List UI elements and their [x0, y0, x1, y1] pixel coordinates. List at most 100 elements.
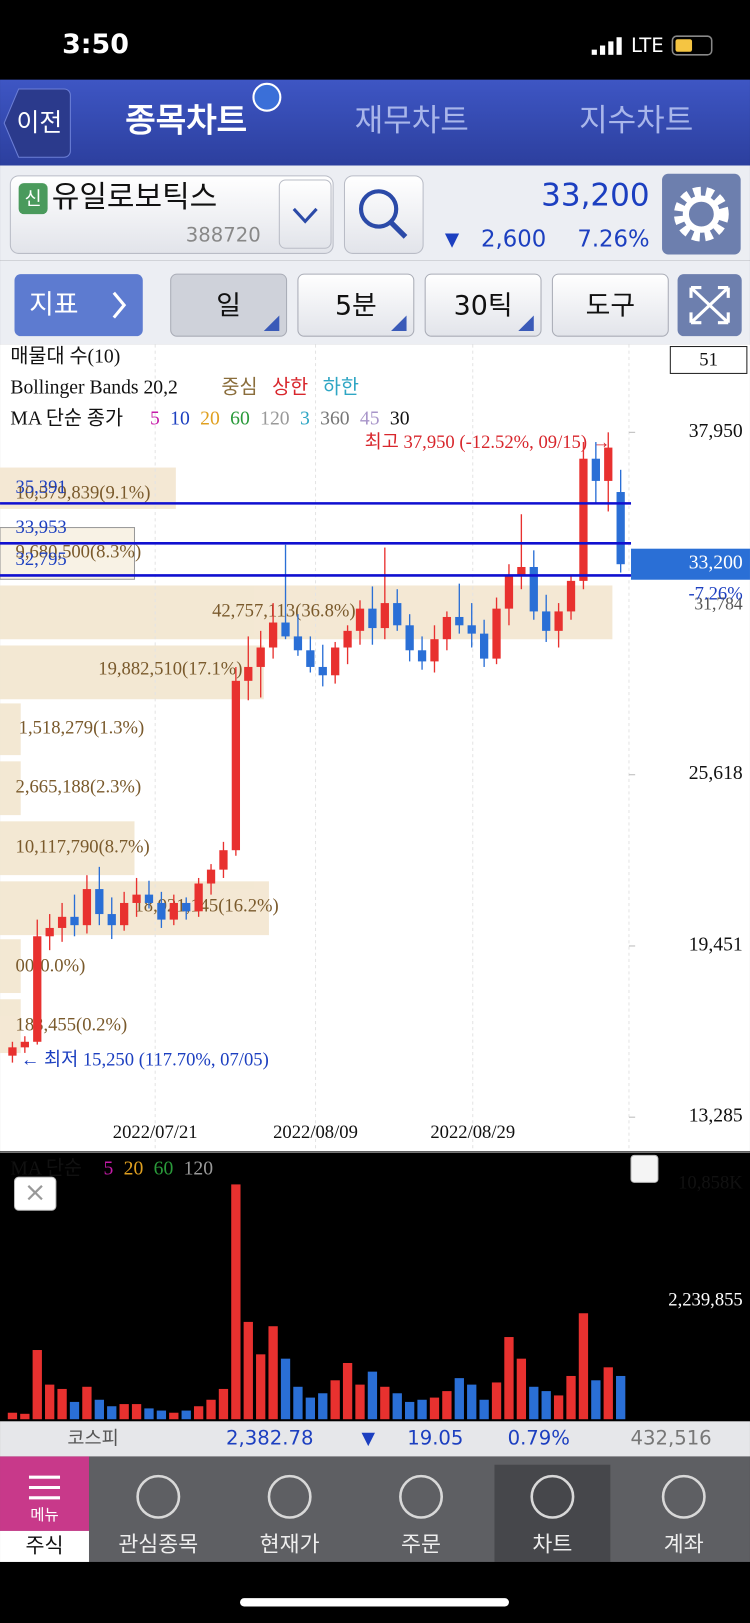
- legend-bb-item: 중심: [221, 375, 257, 398]
- profile-label: 1,518,279(1.3%): [19, 718, 145, 739]
- volume-bar: [355, 1384, 365, 1420]
- tab[interactable]: 지수차트: [579, 103, 693, 139]
- period-label[interactable]: 30틱: [454, 291, 513, 322]
- volume-bar: [392, 1393, 402, 1420]
- badge: [18, 183, 48, 215]
- volume-bar: [603, 1367, 613, 1420]
- y-tick-label: 25,618: [689, 762, 743, 784]
- candle-body: [467, 625, 476, 634]
- volume-bar: [181, 1410, 191, 1420]
- home-indicator: [240, 1598, 509, 1607]
- fullscreen-icon: [689, 286, 730, 325]
- candle-body: [616, 492, 625, 565]
- tab-active[interactable]: 종목차트: [125, 101, 247, 140]
- ticker-bar: [0, 1421, 750, 1457]
- period-label[interactable]: 5분: [335, 291, 377, 322]
- volume-bar: [578, 1313, 589, 1420]
- candle-body: [194, 883, 203, 912]
- settings[interactable]: [662, 173, 741, 255]
- volume-bar: [591, 1380, 601, 1420]
- tab-label[interactable]: 현재가: [260, 1532, 320, 1557]
- tab-label[interactable]: 주식: [25, 1533, 63, 1557]
- volume-bar: [156, 1410, 167, 1420]
- y-tick-label: 13,285: [689, 1105, 743, 1127]
- candle-body: [318, 666, 327, 676]
- volume-bar: [206, 1399, 216, 1420]
- ticker-rate: 0.79%: [508, 1426, 570, 1449]
- y-tick-label: 37,950: [689, 420, 743, 442]
- legend-bb-item: 하한: [323, 375, 359, 398]
- level-label: 33,953: [16, 517, 67, 538]
- volume-bar: [144, 1408, 154, 1420]
- candle-body: [529, 566, 538, 612]
- current-volume: 2,239,855: [668, 1290, 742, 1311]
- network: LTE: [631, 34, 664, 57]
- profile-label: 183,455(0.2%): [16, 1014, 128, 1035]
- stock-tab[interactable]: [0, 1530, 89, 1562]
- profile-label: 19,882,510(17.1%): [98, 659, 242, 680]
- tab-label[interactable]: 주문: [401, 1532, 441, 1557]
- indicator-label[interactable]: 지표: [29, 290, 78, 321]
- tab-icon: [530, 1474, 575, 1519]
- profile-label: 10,117,790(8.7%): [16, 836, 150, 857]
- volume-bar: [616, 1375, 626, 1420]
- volume-legend-item: 60: [154, 1157, 174, 1179]
- volume-legend-item: 120: [184, 1157, 214, 1179]
- volume-bar: [442, 1391, 452, 1420]
- back-label[interactable]: 이전: [17, 108, 63, 137]
- tab[interactable]: 재무차트: [355, 103, 469, 139]
- gear-icon: [673, 186, 729, 242]
- tab-icon: [267, 1474, 312, 1519]
- volume-bar: [293, 1386, 303, 1420]
- x-tick-label: 2022/08/29: [430, 1122, 515, 1143]
- indicator-button[interactable]: [14, 274, 143, 337]
- profile-label: 00(0.0%): [16, 955, 86, 976]
- legend-bb-item: 상한: [272, 375, 308, 398]
- back-button[interactable]: [3, 88, 71, 158]
- dropdown[interactable]: [278, 179, 332, 249]
- candle-body: [430, 639, 439, 662]
- candle-body: [331, 647, 340, 676]
- candle-body: [157, 902, 166, 920]
- close-button[interactable]: [13, 1176, 57, 1211]
- stock-name: 유일로보틱스: [52, 180, 218, 215]
- menu-button[interactable]: [0, 1456, 89, 1531]
- profile-label: 42,757,113(36.8%): [212, 601, 356, 622]
- price: 33,200: [541, 178, 650, 214]
- tab-label[interactable]: 계좌: [664, 1532, 704, 1557]
- volume-legend-item: 5: [103, 1157, 113, 1179]
- period-button[interactable]: [170, 273, 288, 337]
- volume-bar: [479, 1399, 489, 1420]
- candle-body: [107, 914, 116, 926]
- gear-icon: [682, 195, 720, 233]
- candle-body: [442, 616, 452, 640]
- candle-body: [591, 458, 600, 481]
- candle-body: [455, 616, 464, 626]
- legend-ma-item: 20: [200, 407, 220, 429]
- battery-level: [675, 39, 693, 52]
- stock-box[interactable]: [9, 175, 334, 254]
- period-button[interactable]: [297, 273, 415, 337]
- candle-body: [268, 622, 278, 648]
- close-icon[interactable]: ×: [24, 1177, 47, 1208]
- period-label[interactable]: 일: [216, 291, 241, 322]
- count-box: [669, 346, 748, 374]
- period-button[interactable]: [424, 273, 542, 337]
- ticker-arrow: ▼: [362, 1429, 376, 1449]
- tab-label[interactable]: 차트: [532, 1532, 572, 1557]
- scroll-button[interactable]: [630, 1154, 659, 1183]
- volume-bar: [404, 1401, 415, 1420]
- search[interactable]: [343, 175, 424, 254]
- menu-label[interactable]: 메뉴: [30, 1506, 59, 1524]
- candle-body: [45, 927, 54, 937]
- tools-button[interactable]: [551, 273, 669, 337]
- profile-label: 10,579,839(9.1%): [16, 483, 151, 504]
- candle-body: [82, 889, 92, 926]
- y-tick-label: 19,451: [689, 933, 743, 955]
- tab-bar: [0, 1456, 750, 1562]
- volume-bar: [57, 1388, 67, 1420]
- tab-label[interactable]: 관심종목: [118, 1532, 198, 1557]
- candle-body: [144, 894, 154, 903]
- volume-bar: [32, 1350, 42, 1420]
- tools-label[interactable]: 도구: [586, 291, 635, 322]
